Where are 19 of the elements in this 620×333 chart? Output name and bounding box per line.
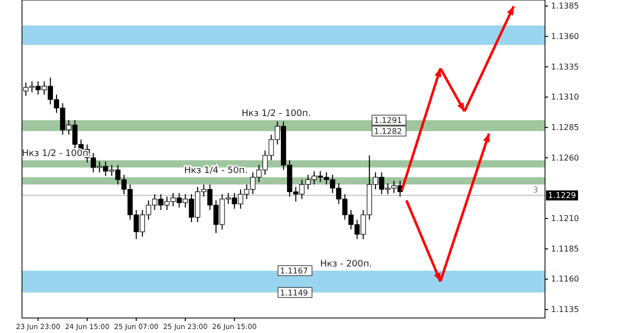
annotation: 3 xyxy=(533,185,538,194)
annotation: 1.1149 xyxy=(280,288,308,298)
y-tick-label: 1.1285 xyxy=(551,123,579,132)
band-label: Нкз 1/4 - 50п. xyxy=(184,166,248,176)
y-tick-label: 1.1160 xyxy=(551,274,579,284)
y-tick-label: 1.1385 xyxy=(551,2,579,11)
y-tick-label: 1.1360 xyxy=(551,32,579,41)
annotation: 1.1167 xyxy=(280,266,308,276)
y-tick-label: 1.1210 xyxy=(551,214,579,224)
annotation: 1.1282 xyxy=(374,126,402,136)
band-label: Нкз - 200п. xyxy=(320,260,372,270)
y-tick-label: 1.1260 xyxy=(551,153,579,162)
y-tick-label: 1.1185 xyxy=(551,244,579,254)
y-tick-label: 1.1135 xyxy=(551,305,579,314)
ref-line-label: 1.1229 xyxy=(548,191,576,200)
annotation: 1.1291 xyxy=(374,116,402,125)
band-label: Нкз 1/2 - 100п. xyxy=(242,109,311,120)
y-tick-label: 1.1310 xyxy=(551,92,579,102)
y-tick-label: 1.1335 xyxy=(551,62,579,72)
